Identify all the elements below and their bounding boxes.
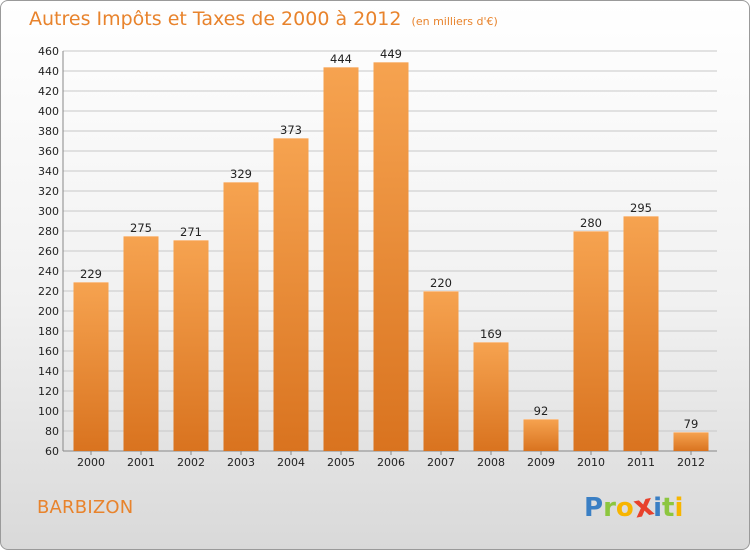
logo-letter: t: [662, 493, 675, 523]
data-labels: 229 275 271 329 373 444 449 220 169 92 280 295 79: [80, 47, 698, 431]
data-label: 295: [630, 201, 652, 215]
bar-2007: [423, 291, 459, 451]
bar-2002: [173, 240, 209, 451]
y-tick-label: 220: [38, 285, 59, 298]
bar-2006: [373, 62, 409, 451]
x-tick-labels: 2000 2001 2002 2003 2004 2005 2006 2007 2008 2009…: [77, 451, 705, 469]
chart-title: Autres Impôts et Taxes de 2000 à 2012 (e…: [29, 8, 498, 30]
y-tick-label: 320: [38, 185, 59, 198]
logo-letter: P: [584, 493, 604, 523]
y-tick-label: 240: [38, 265, 59, 278]
chart-title-text: Autres Impôts et Taxes de 2000 à 2012: [29, 8, 402, 30]
data-label: 271: [180, 225, 202, 239]
x-tick-label: 2006: [377, 456, 405, 469]
data-label: 229: [80, 267, 102, 281]
bar-2012: [673, 432, 709, 451]
chart-unit: (en milliers d'€): [411, 15, 498, 28]
logo-letter: o: [615, 493, 634, 523]
data-label: 220: [430, 276, 452, 290]
logo-letter: i: [653, 493, 663, 523]
bar-2004: [273, 138, 309, 451]
data-label: 92: [534, 404, 549, 418]
data-label: 79: [684, 417, 699, 431]
y-tick-label: 200: [38, 305, 59, 318]
bar-2011: [623, 216, 659, 451]
data-label: 280: [580, 216, 602, 230]
y-tick-label: 80: [45, 425, 59, 438]
bar-2005: [323, 67, 359, 451]
x-tick-label: 2011: [627, 456, 655, 469]
data-label: 373: [280, 123, 302, 137]
bar-2001: [123, 236, 159, 451]
y-tick-label: 300: [38, 205, 59, 218]
y-tick-label: 280: [38, 225, 59, 238]
y-tick-label: 420: [38, 85, 59, 98]
bar-2008: [473, 342, 509, 451]
x-tick-label: 2001: [127, 456, 155, 469]
y-tick-label: 400: [38, 105, 59, 118]
data-label: 275: [130, 221, 152, 235]
y-tick-label: 260: [38, 245, 59, 258]
data-label: 169: [480, 327, 502, 341]
y-tick-label: 120: [38, 385, 59, 398]
logo-letter: r: [603, 493, 616, 523]
x-tick-label: 2004: [277, 456, 305, 469]
bar-2000: [73, 282, 109, 451]
y-tick-label: 60: [45, 445, 59, 458]
y-tick-label: 140: [38, 365, 59, 378]
y-tick-label: 100: [38, 405, 59, 418]
x-tick-label: 2007: [427, 456, 455, 469]
y-tick-labels: 60 80 100 120 140 160 180 200 220 240 260 280 300 320…: [38, 45, 59, 458]
data-label: 444: [330, 52, 352, 66]
bar-2003: [223, 182, 259, 451]
x-tick-label: 2002: [177, 456, 205, 469]
y-tick-label: 380: [38, 125, 59, 138]
logo-letter: i: [674, 493, 684, 523]
x-tick-label: 2010: [577, 456, 605, 469]
y-tick-label: 180: [38, 325, 59, 338]
y-tick-label: 440: [38, 65, 59, 78]
x-tick-label: 2009: [527, 456, 555, 469]
proxiti-logo[interactable]: Proxiti: [584, 487, 684, 525]
bar-2009: [523, 419, 559, 451]
x-tick-label: 2000: [77, 456, 105, 469]
x-tick-label: 2003: [227, 456, 255, 469]
data-label: 329: [230, 167, 252, 181]
y-tick-label: 340: [38, 165, 59, 178]
x-tick-label: 2012: [677, 456, 705, 469]
x-tick-label: 2008: [477, 456, 505, 469]
data-label: 449: [380, 47, 402, 61]
bar-2010: [573, 231, 609, 451]
y-tick-label: 460: [38, 45, 59, 58]
x-tick-label: 2005: [327, 456, 355, 469]
location-name: BARBIZON: [37, 497, 134, 518]
y-tick-label: 360: [38, 145, 59, 158]
bars: [73, 62, 709, 451]
y-tick-label: 160: [38, 345, 59, 358]
